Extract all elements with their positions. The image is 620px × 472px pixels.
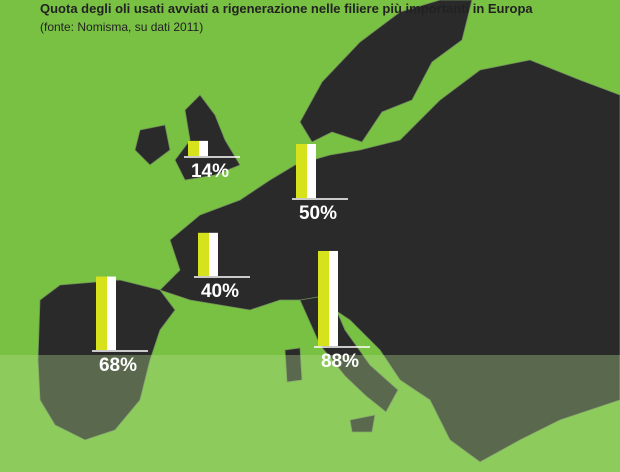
bar: [318, 250, 329, 346]
photo-overlay: [0, 355, 620, 472]
value-label: 40%: [201, 281, 239, 302]
bar: [96, 276, 107, 350]
value-label: 50%: [299, 203, 337, 224]
bar: [296, 144, 307, 198]
europe-map: [37, 0, 620, 463]
chart-title: Quota degli oli usati avviati a rigenera…: [40, 1, 533, 16]
chart-subtitle: (fonte: Nomisma, su dati 2011): [40, 20, 203, 34]
bar-shade: [107, 276, 116, 350]
bar-shade: [329, 250, 338, 346]
bar: [198, 232, 209, 276]
bar-shade: [209, 232, 218, 276]
value-label: 14%: [191, 161, 229, 182]
bar-shade: [199, 140, 208, 156]
bar-shade: [307, 144, 316, 198]
value-label: 88%: [321, 351, 359, 372]
bar: [188, 140, 199, 156]
value-label: 68%: [99, 355, 137, 376]
